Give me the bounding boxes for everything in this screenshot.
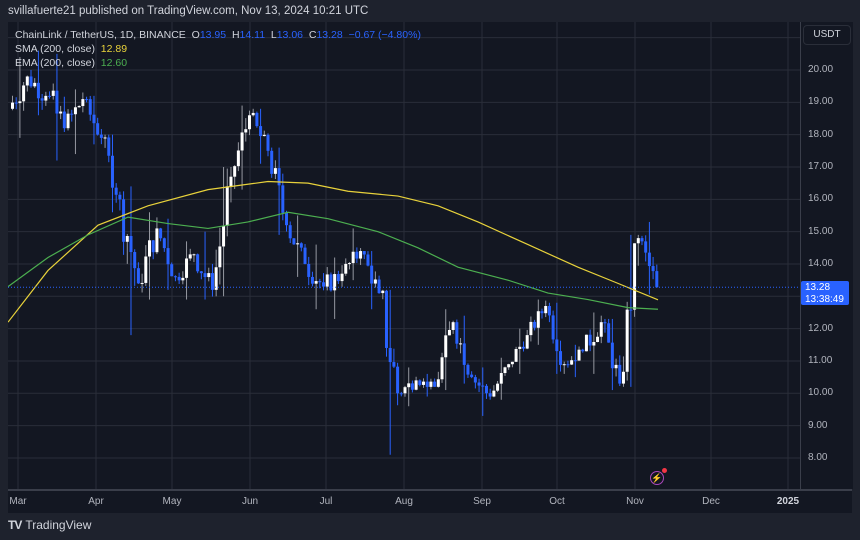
published-line: svillafuerte21 published on TradingView.…	[8, 5, 369, 17]
price-tick: 17.00	[808, 160, 834, 172]
brand-name: TradingView	[25, 518, 92, 532]
footer-brand: TV TradingView	[8, 518, 91, 532]
lightning-event-icon[interactable]: ⚡	[650, 468, 667, 485]
high-value: 14.11	[239, 29, 266, 41]
change-value: −0.67 (−4.80%)	[348, 29, 421, 41]
price-tick: 16.00	[808, 193, 834, 205]
time-tick: Jun	[241, 496, 259, 507]
time-tick: Oct	[549, 496, 565, 507]
chart-pane[interactable]	[8, 22, 800, 489]
price-tick: 12.00	[808, 322, 834, 334]
price-tick: 14.00	[808, 257, 834, 269]
time-tick: 2025	[776, 496, 800, 507]
time-tick: Jul	[319, 496, 333, 507]
time-tick: Dec	[702, 496, 720, 507]
open-value: 13.95	[199, 29, 227, 41]
price-tick: 20.00	[808, 64, 834, 75]
time-tick: Sep	[473, 496, 491, 507]
bar-countdown: 13:38:49	[805, 293, 844, 305]
candlestick-chart[interactable]	[8, 22, 800, 489]
symbol-legend[interactable]: ChainLink / TetherUS, 1D, BINANCE O13.95…	[15, 29, 421, 41]
price-axis[interactable]	[800, 22, 853, 489]
price-tick: 10.00	[808, 387, 834, 399]
price-tick: 19.00	[808, 96, 834, 108]
sma-value: 12.89	[100, 43, 128, 55]
price-tick: 9.00	[808, 419, 828, 431]
ema-value: 12.60	[100, 57, 128, 69]
sma-legend[interactable]: SMA (200, close) 12.89	[15, 43, 127, 55]
time-tick: Nov	[626, 496, 644, 507]
currency-button[interactable]: USDT	[803, 25, 851, 45]
price-tick: 8.00	[808, 451, 828, 463]
time-tick: May	[162, 496, 182, 507]
time-axis[interactable]	[8, 489, 852, 513]
time-tick: Aug	[395, 496, 413, 507]
last-price-label: 13.28 13:38:49	[801, 281, 849, 305]
last-price-value: 13.28	[805, 282, 831, 293]
time-tick: Apr	[88, 496, 104, 507]
ema-label: EMA (200, close)	[15, 57, 95, 69]
notification-dot	[662, 468, 667, 473]
time-tick: Mar	[9, 496, 27, 507]
tradingview-logo-icon: TV	[8, 518, 22, 532]
close-value: 13.28	[316, 29, 343, 41]
price-tick: 11.00	[808, 354, 833, 366]
sma-label: SMA (200, close)	[15, 43, 95, 55]
symbol-title: ChainLink / TetherUS, 1D, BINANCE	[15, 29, 186, 41]
ema-legend[interactable]: EMA (200, close) 12.60	[15, 57, 127, 69]
price-tick: 18.00	[808, 128, 834, 140]
price-tick: 15.00	[808, 225, 834, 237]
low-value: 13.06	[276, 29, 303, 41]
